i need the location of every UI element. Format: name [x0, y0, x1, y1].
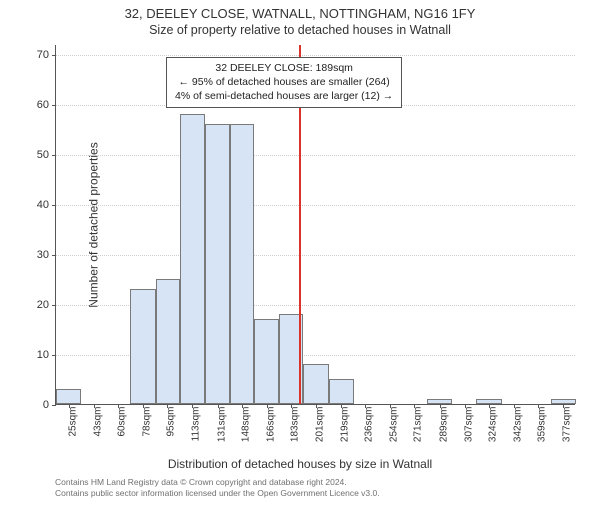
xtick-label: 289sqm: [438, 407, 449, 443]
xtick-label: 377sqm: [562, 407, 573, 443]
x-axis-label: Distribution of detached houses by size …: [0, 457, 600, 471]
footer-line-1: Contains HM Land Registry data © Crown c…: [55, 477, 600, 488]
histogram-bar: [56, 389, 81, 404]
histogram-bar: [329, 379, 354, 404]
ytick-label: 20: [21, 299, 49, 311]
ytick-mark: [52, 105, 56, 106]
ytick-mark: [52, 55, 56, 56]
xtick-label: 43sqm: [92, 407, 103, 437]
xtick-label: 60sqm: [116, 407, 127, 437]
ytick-mark: [52, 355, 56, 356]
xtick-label: 307sqm: [463, 407, 474, 443]
histogram-bar: [551, 399, 576, 404]
xtick-label: 236sqm: [364, 407, 375, 443]
ytick-label: 0: [21, 399, 49, 411]
xtick-label: 219sqm: [340, 407, 351, 443]
chart-container: Number of detached properties 32 DEELEY …: [55, 45, 575, 405]
ytick-label: 50: [21, 149, 49, 161]
plot-area: 32 DEELEY CLOSE: 189sqm ← 95% of detache…: [55, 45, 575, 405]
xtick-label: 25sqm: [67, 407, 78, 437]
xtick-label: 131sqm: [216, 407, 227, 443]
xtick-label: 166sqm: [265, 407, 276, 443]
annotation-box: 32 DEELEY CLOSE: 189sqm ← 95% of detache…: [166, 57, 402, 108]
xtick-label: 254sqm: [389, 407, 400, 443]
gridline-h: [56, 205, 575, 206]
xtick-label: 95sqm: [166, 407, 177, 437]
ytick-mark: [52, 305, 56, 306]
ytick-label: 60: [21, 99, 49, 111]
ytick-label: 40: [21, 199, 49, 211]
annotation-line-3: 4% of semi-detached houses are larger (1…: [175, 89, 393, 103]
ytick-mark: [52, 205, 56, 206]
xtick-label: 342sqm: [513, 407, 524, 443]
histogram-bar: [205, 124, 230, 404]
xtick-label: 183sqm: [289, 407, 300, 443]
ytick-mark: [52, 155, 56, 156]
xtick-label: 324sqm: [487, 407, 498, 443]
annotation-line-1: 32 DEELEY CLOSE: 189sqm: [175, 61, 393, 75]
footer-attribution: Contains HM Land Registry data © Crown c…: [55, 477, 600, 499]
footer-line-2: Contains public sector information licen…: [55, 488, 600, 499]
ytick-mark: [52, 255, 56, 256]
histogram-bar: [254, 319, 279, 404]
xtick-label: 201sqm: [315, 407, 326, 443]
chart-title-main: 32, DEELEY CLOSE, WATNALL, NOTTINGHAM, N…: [0, 6, 600, 21]
gridline-h: [56, 255, 575, 256]
histogram-bar: [303, 364, 328, 404]
ytick-mark: [52, 405, 56, 406]
ytick-label: 30: [21, 249, 49, 261]
chart-title-sub: Size of property relative to detached ho…: [0, 23, 600, 37]
annotation-line-2: ← 95% of detached houses are smaller (26…: [175, 75, 393, 89]
histogram-bar: [427, 399, 452, 404]
histogram-bar: [130, 289, 155, 404]
xtick-label: 113sqm: [191, 407, 202, 442]
histogram-bar: [180, 114, 205, 404]
histogram-bar: [230, 124, 254, 404]
histogram-bar: [476, 399, 501, 404]
xtick-label: 148sqm: [240, 407, 251, 443]
gridline-h: [56, 155, 575, 156]
xtick-label: 78sqm: [142, 407, 153, 437]
ytick-label: 10: [21, 349, 49, 361]
gridline-h: [56, 55, 575, 56]
xtick-label: 271sqm: [413, 407, 424, 443]
xtick-label: 359sqm: [537, 407, 548, 443]
histogram-bar: [156, 279, 180, 404]
ytick-label: 70: [21, 49, 49, 61]
